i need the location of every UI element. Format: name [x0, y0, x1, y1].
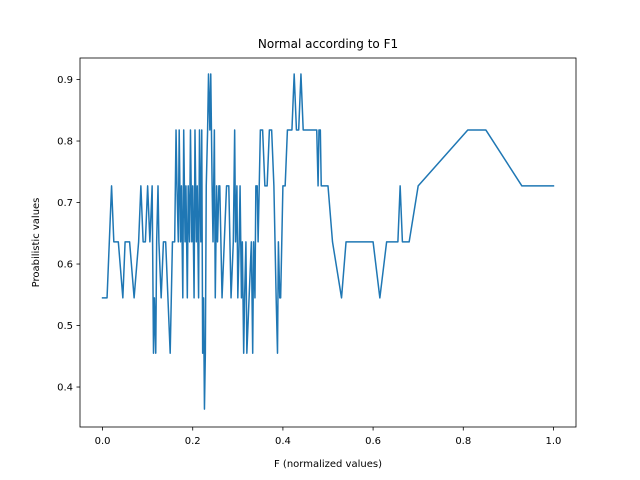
- y-tick-label: 0.5: [57, 321, 73, 332]
- plot-area: [79, 57, 577, 428]
- y-axis-label: Proabilistic values: [31, 198, 42, 288]
- x-tick-label: 0.6: [365, 436, 381, 447]
- y-tick-label: 0.8: [57, 137, 73, 148]
- y-tick-label: 0.9: [57, 75, 73, 86]
- y-tick-label: 0.7: [57, 198, 73, 209]
- x-axis-label: F (normalized values): [274, 459, 382, 470]
- axes-frame: [79, 57, 577, 428]
- y-tick-label: 0.6: [57, 260, 73, 271]
- x-axis-ticks: 0.0 0.2 0.4 0.6 0.8 1.0: [95, 427, 562, 447]
- series-line: [101, 73, 555, 410]
- x-tick-label: 0.0: [95, 436, 111, 447]
- x-tick-label: 0.2: [185, 436, 201, 447]
- x-tick-label: 1.0: [546, 436, 562, 447]
- y-tick-label: 0.4: [57, 383, 73, 394]
- y-axis-ticks: 0.4 0.5 0.6 0.7 0.8 0.9: [57, 75, 80, 394]
- x-tick-label: 0.8: [455, 436, 471, 447]
- x-tick-label: 0.4: [275, 436, 291, 447]
- chart-title: Normal according to F1: [258, 37, 398, 51]
